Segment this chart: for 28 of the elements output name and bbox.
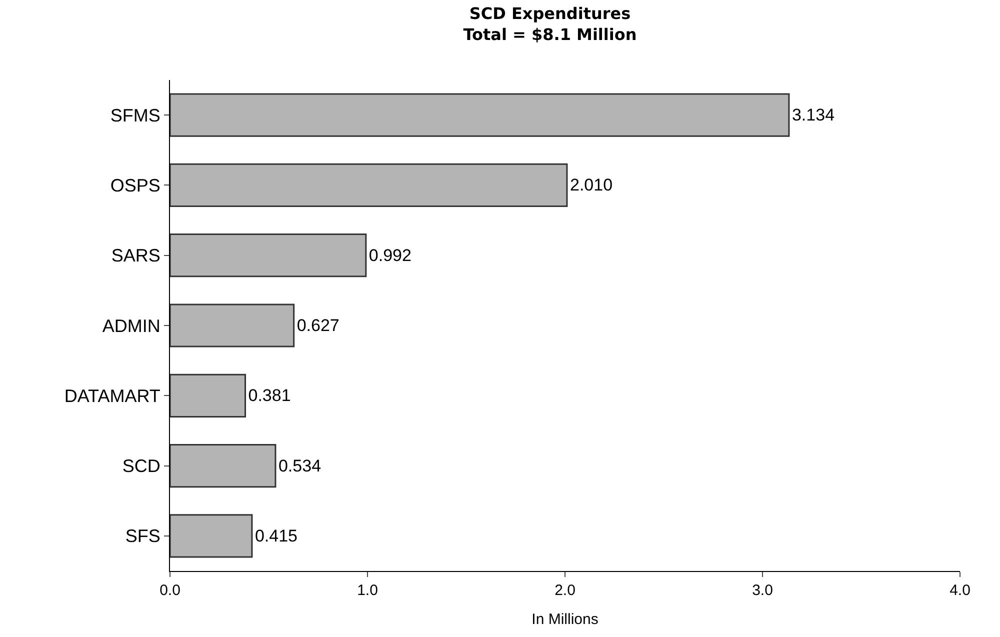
bar — [170, 374, 246, 418]
y-tick-label: ADMIN — [102, 316, 160, 336]
y-tick-label: OSPS — [110, 176, 160, 196]
y-tick-label: SFS — [125, 526, 160, 546]
data-label: 0.534 — [278, 456, 322, 476]
x-tick-label: 1.0 — [357, 582, 378, 599]
x-tick-label: 3.0 — [752, 582, 773, 599]
data-label: 3.134 — [792, 106, 835, 125]
bar — [170, 444, 276, 488]
data-label: 0.415 — [254, 526, 298, 546]
chart-title: SCD Expenditures Total = $8.1 Million — [463, 4, 637, 44]
bar — [170, 234, 367, 278]
x-tick-label: 4.0 — [950, 582, 970, 599]
data-label: 0.381 — [248, 386, 291, 406]
y-tick-label: SFMS — [110, 105, 160, 126]
bar — [170, 514, 253, 558]
y-tick-label: SARS — [111, 246, 160, 266]
y-tick-label: SCD — [122, 456, 160, 476]
bar — [170, 93, 790, 137]
bar — [170, 163, 568, 208]
data-label: 0.627 — [296, 316, 340, 335]
data-label: 0.992 — [368, 246, 412, 265]
data-label: 2.010 — [570, 176, 613, 195]
bar — [170, 304, 295, 348]
x-tick-label: 0.0 — [160, 582, 180, 599]
x-tick-label: 2.0 — [554, 582, 576, 599]
x-axis-title: In Millions — [532, 611, 598, 628]
y-tick-label: DATAMART — [64, 386, 160, 406]
